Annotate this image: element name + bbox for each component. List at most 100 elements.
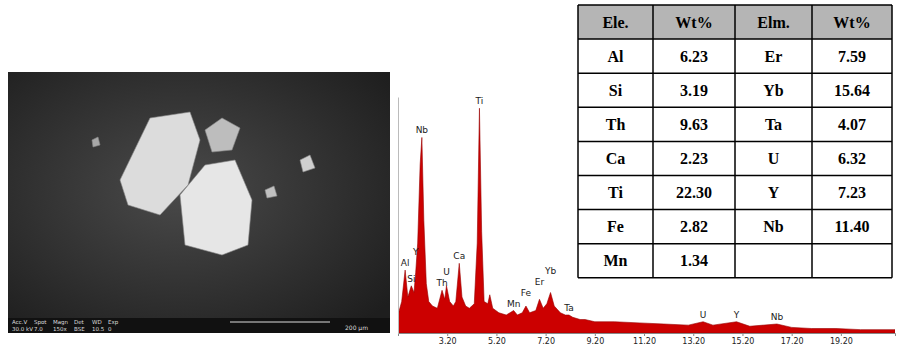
table-cell: U (768, 150, 780, 167)
peak-label: U (443, 267, 450, 277)
peak-label: Ta (563, 303, 574, 313)
info-value: 150x (53, 326, 67, 332)
table-cell: Si (609, 82, 623, 99)
x-tick-mark (644, 333, 645, 336)
grain (265, 186, 277, 198)
x-tick-mark (742, 333, 743, 336)
column-rule (577, 5, 579, 278)
peak-label: U (700, 310, 707, 320)
table: Ele.Wt%Elm.Wt%Al6.23Er7.59Si3.19Yb15.64T… (578, 5, 892, 278)
x-tick-label: 5.20 (488, 337, 506, 346)
image-background (8, 72, 390, 333)
table-cell: 4.07 (838, 116, 866, 133)
grain (92, 137, 100, 147)
column-rule (734, 5, 736, 278)
figure: Acc.V Spot Magn Det WD Exp 30.0 kV7.0 150x BSE 10… (0, 0, 897, 354)
peak-label: Mn (507, 299, 520, 309)
peak-label: Ti (475, 96, 484, 106)
table-background (578, 5, 892, 278)
micrograph: Acc.V Spot Magn Det WD Exp 30.0 kV7.0 150x BSE 10… (8, 72, 390, 333)
x-tick-label: 19.20 (830, 337, 853, 346)
table-cell: 2.82 (680, 218, 708, 235)
x-tick-label: 13.20 (682, 337, 705, 346)
table-cell: Nb (763, 218, 784, 235)
peak-label: Yb (544, 266, 556, 276)
x-tick-mark (693, 333, 694, 336)
peak-label: Nb (771, 312, 784, 322)
peak-label: Nb (416, 125, 429, 135)
peak-label: Fe (521, 288, 532, 298)
x-axis-line (399, 334, 896, 337)
x-tick: 9.20 (586, 333, 604, 346)
x-tick: 7.20 (537, 333, 555, 346)
info-value: BSE (74, 326, 85, 332)
x-tick-label: 11.20 (633, 337, 656, 346)
table-cell: Ta (765, 116, 782, 133)
table-cell: Ti (608, 184, 623, 201)
peak-label: Y (412, 247, 419, 257)
info-label: Acc.V (12, 319, 27, 325)
x-tick-label: 17.20 (781, 337, 804, 346)
grain (205, 118, 240, 152)
x-tick: 11.20 (633, 333, 656, 346)
info-value: 0 (108, 326, 112, 332)
x-tick-label: 3.20 (439, 337, 457, 346)
table-cell: Al (608, 48, 625, 65)
column-rule (652, 5, 654, 278)
x-tick: 3.20 (439, 333, 457, 346)
x-tick: 13.20 (682, 333, 705, 346)
info-label: Magn (53, 319, 69, 326)
column-rule (811, 5, 813, 278)
info-label: Det (74, 319, 85, 325)
x-tick: 19.20 (830, 333, 853, 346)
table-cell: Y (768, 184, 780, 201)
table-cell: Fe (607, 218, 624, 235)
peak-label: Al (401, 258, 410, 268)
table-cell: 6.32 (838, 150, 866, 167)
grain (300, 155, 315, 172)
table-cell: 2.23 (680, 150, 708, 167)
table-cell: 7.23 (838, 184, 866, 201)
info-bar (8, 318, 390, 333)
table-cell: 3.19 (680, 82, 708, 99)
x-tick-label: 15.20 (732, 337, 755, 346)
peak-label: Er (535, 277, 545, 287)
x-tick-mark (447, 333, 448, 336)
info-label: WD (92, 319, 102, 325)
peak-label: Si (407, 274, 415, 284)
x-tick: 17.20 (781, 333, 804, 346)
info-value: 30.0 kV (12, 326, 33, 332)
x-tick-label: 7.20 (537, 337, 555, 346)
x-tick-mark (546, 333, 547, 336)
x-tick-label: 9.20 (586, 337, 604, 346)
table-cell: 9.63 (680, 116, 708, 133)
table-cell: 15.64 (834, 82, 870, 99)
column-rule (891, 5, 893, 278)
y-axis-line (398, 98, 399, 334)
table-cell: Th (606, 116, 626, 133)
info-value: 10.5 (92, 326, 105, 332)
table-cell: 11.40 (834, 218, 869, 235)
table-cell: Yb (763, 82, 784, 99)
table-cell: Ca (606, 150, 626, 167)
x-tick: 5.20 (488, 333, 506, 346)
info-label: Exp (108, 319, 119, 326)
peak-label: Y (733, 310, 740, 320)
x-tick-mark (792, 333, 793, 336)
table-cell: 1.34 (680, 252, 708, 269)
scale-bar (230, 322, 330, 323)
x-tick-mark (595, 333, 596, 336)
info-label: Spot (34, 319, 47, 326)
header-cell: Ele. (602, 14, 628, 31)
scale-label: 200 µm (345, 324, 368, 332)
x-axis: 3.20 5.20 7.20 9.20 11.20 13.20 15.20 17.20 19.2… (399, 333, 896, 346)
header-cell: Wt% (675, 14, 712, 31)
header-cell: Wt% (833, 14, 870, 31)
table-cell: 6.23 (680, 48, 708, 65)
peak-label: Ca (453, 251, 465, 261)
x-tick: 15.20 (732, 333, 755, 346)
table-cell: Er (765, 48, 783, 65)
grain (180, 160, 252, 255)
y-axis (398, 98, 399, 334)
info-value: 7.0 (34, 326, 43, 332)
